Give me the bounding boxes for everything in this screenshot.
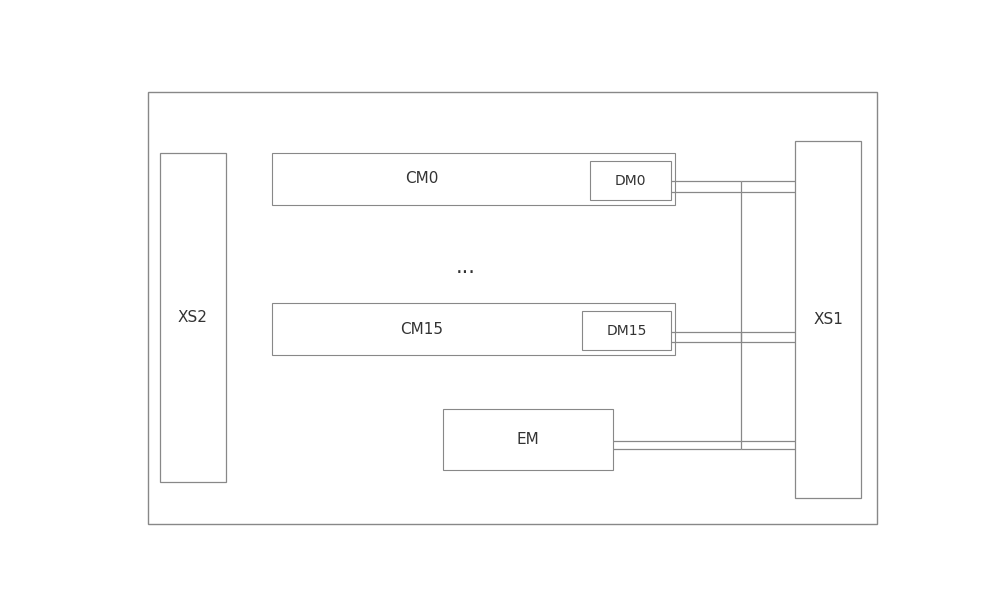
Text: CM0: CM0 <box>405 171 438 187</box>
Bar <box>582 311 671 350</box>
Text: DM15: DM15 <box>607 324 647 338</box>
Text: XS1: XS1 <box>813 312 843 328</box>
Bar <box>795 142 861 498</box>
Bar <box>160 153 226 482</box>
Bar <box>590 161 671 200</box>
Text: ···: ··· <box>456 263 476 283</box>
Text: EM: EM <box>517 432 539 447</box>
Text: XS2: XS2 <box>178 310 208 325</box>
Bar <box>443 409 613 470</box>
Text: DM0: DM0 <box>615 173 646 187</box>
Bar <box>272 303 675 355</box>
Bar <box>272 153 675 205</box>
Text: CM15: CM15 <box>400 321 443 337</box>
